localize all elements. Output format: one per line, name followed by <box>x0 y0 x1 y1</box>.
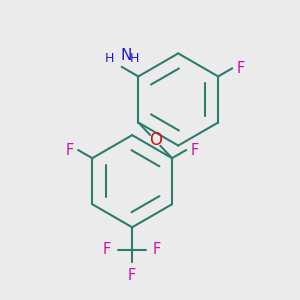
Text: F: F <box>65 142 74 158</box>
Text: O: O <box>149 131 162 149</box>
Text: F: F <box>191 142 199 158</box>
Text: F: F <box>237 61 245 76</box>
Text: F: F <box>103 242 111 257</box>
Text: F: F <box>128 268 136 284</box>
Text: N: N <box>120 48 131 63</box>
Text: H: H <box>105 52 114 65</box>
Text: F: F <box>153 242 161 257</box>
Text: H: H <box>130 52 139 65</box>
